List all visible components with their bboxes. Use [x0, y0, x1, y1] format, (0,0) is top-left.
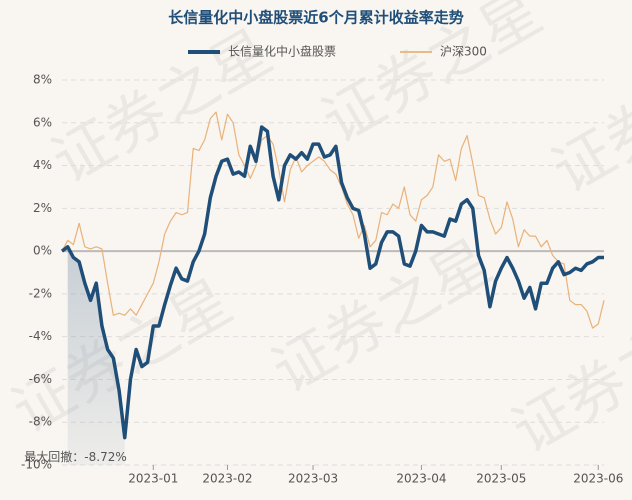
- annotation: 最大回撤：-8.72%: [24, 449, 126, 464]
- series-line: [60, 125, 604, 440]
- x-tick-label: 2023-06: [573, 472, 623, 486]
- y-tick-label: -10%: [21, 458, 52, 472]
- watermark: 证券之星: [501, 287, 632, 468]
- watermark: 证券之星: [541, 27, 632, 208]
- watermark: 证券之星: [261, 227, 504, 408]
- x-tick-label: 2023-02: [202, 472, 252, 486]
- x-tick-label: 2023-01: [128, 472, 178, 486]
- y-tick-label: -2%: [29, 286, 52, 300]
- series-line: [61, 111, 605, 329]
- y-tick-label: -8%: [29, 415, 52, 429]
- y-tick-label: -6%: [29, 372, 52, 386]
- y-tick-label: 6%: [33, 115, 52, 129]
- y-tick-label: -4%: [29, 329, 52, 343]
- legend-label: 长信量化中小盘股票: [228, 44, 336, 59]
- x-tick-label: 2023-05: [476, 472, 526, 486]
- chart-title: 长信量化中小盘股票近6个月累计收益率走势: [168, 9, 463, 27]
- legend-label: 沪深300: [440, 45, 487, 59]
- drawdown-area: [67, 246, 125, 465]
- y-tick-label: 2%: [33, 201, 52, 215]
- y-tick-label: 8%: [33, 73, 52, 87]
- x-tick-label: 2023-04: [396, 472, 446, 486]
- x-tick-label: 2023-03: [288, 472, 338, 486]
- y-tick-label: 4%: [33, 158, 52, 172]
- y-tick-label: 0%: [33, 244, 52, 258]
